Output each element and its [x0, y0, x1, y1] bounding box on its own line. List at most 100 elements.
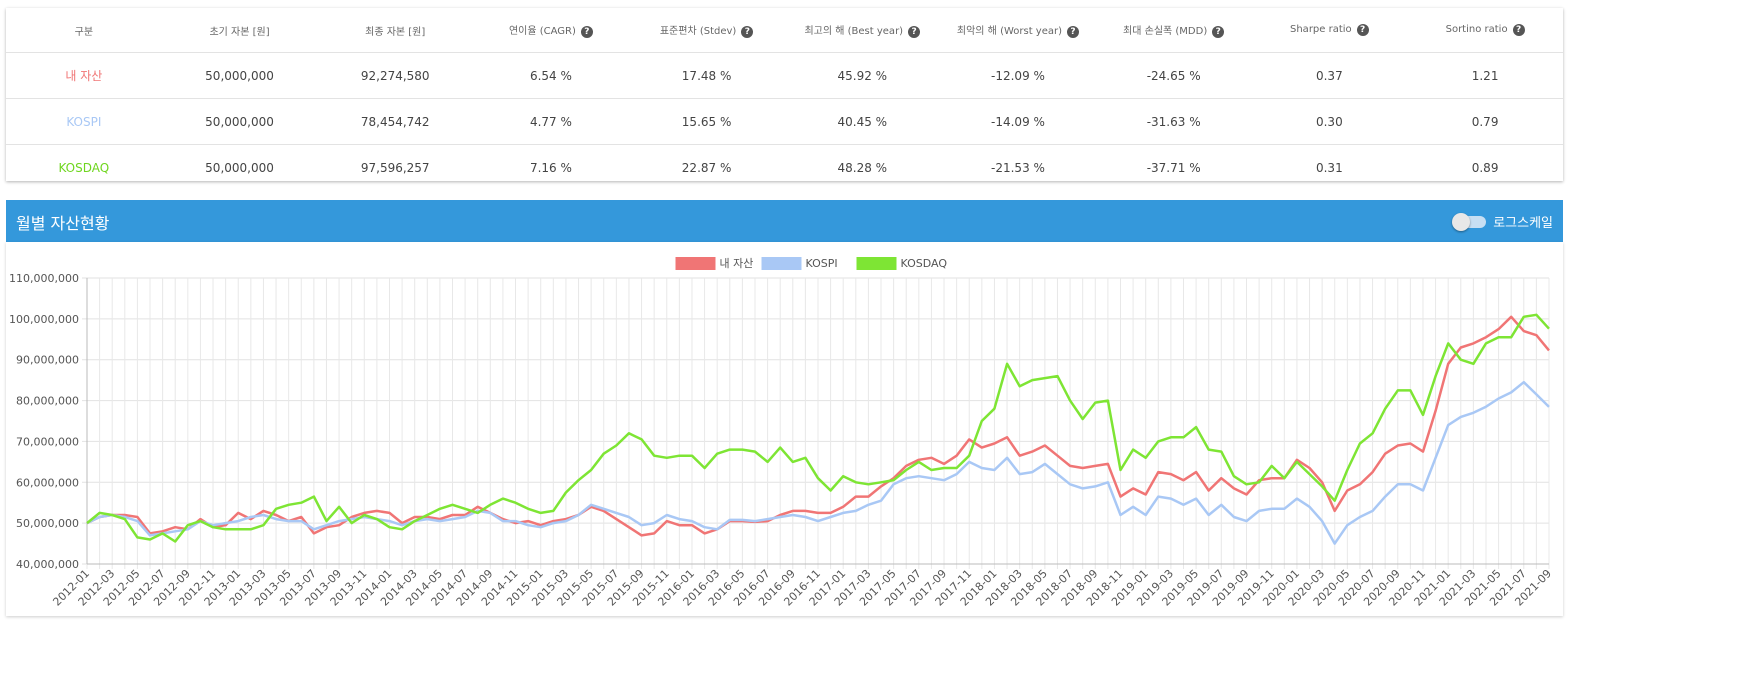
cell-text: 22.87 % — [681, 160, 732, 175]
header-cell: 최고의 해 (Best year)? — [784, 8, 940, 53]
chart: 40,000,000 50,000,000 60,000,000 70,000,000… — [9, 257, 1554, 609]
legend-label: 내 자산 — [720, 257, 754, 270]
cell: 50,000,000 — [161, 144, 318, 190]
table-row: KOSDAQ 50,000,000 97,596,257 7.16 % 22.87 % 4… — [6, 144, 1563, 190]
series-line — [86, 313, 1550, 543]
y-tick-label: 70,000,000 — [16, 435, 79, 448]
cell: -37.71 % — [1095, 144, 1252, 190]
cell: 7.16 % — [473, 144, 629, 190]
section-title: 월별 자산현황 — [16, 214, 110, 233]
row-label-text: KOSDAQ — [58, 160, 110, 175]
header-cell-text: 초기 자본 [원] — [209, 26, 270, 38]
help-icon[interactable]: ? — [1512, 24, 1525, 36]
cell: 40.45 % — [784, 98, 941, 145]
summary-card: 구분 초기 자본 [원] 최종 자본 [원] 연이율 (CAGR)? 표준편차 (Std… — [6, 8, 1563, 190]
cell-text: 40.45 % — [837, 114, 888, 129]
section-header: 월별 자산현황 로그스케일 — [6, 200, 1563, 242]
cell-text: 45.92 % — [837, 68, 888, 83]
legend-swatch — [675, 257, 716, 270]
header-cell: 구분 — [6, 8, 162, 53]
cell: 6.54 % — [473, 52, 629, 99]
cell-text: 7.16 % — [529, 160, 572, 175]
cell-text: 48.28 % — [837, 160, 888, 175]
cell-text: 4.77 % — [529, 114, 572, 129]
help-icon[interactable]: ? — [908, 26, 921, 38]
y-tick-label: 80,000,000 — [16, 395, 79, 408]
cell: 0.31 — [1251, 144, 1408, 190]
cell-text: 0.79 — [1471, 114, 1499, 129]
cell: 17.48 % — [628, 52, 785, 99]
cell: 78,454,742 — [317, 98, 474, 145]
legend-label: KOSPI — [806, 257, 838, 270]
cell: -31.63 % — [1095, 98, 1252, 145]
cell: 1.21 — [1407, 52, 1563, 99]
header-cell: 연이율 (CAGR)? — [473, 8, 629, 53]
cell-text: -37.71 % — [1146, 160, 1201, 175]
header-cell-text: 연이율 (CAGR) — [508, 26, 576, 37]
cell-text: 50,000,000 — [205, 160, 274, 175]
header-cell-text: 표준편차 (Stdev) — [659, 26, 737, 37]
help-icon[interactable]: ? — [1067, 26, 1080, 38]
header-cell: 최대 손실폭 (MDD)? — [1096, 8, 1252, 53]
cell: 92,274,580 — [317, 52, 474, 99]
cell: 45.92 % — [784, 52, 941, 99]
chart-panel: 40,000,000 50,000,000 60,000,000 70,000,000… — [6, 242, 1563, 616]
row-label-text: 내 자산 — [65, 69, 103, 83]
legend-swatch — [761, 257, 802, 270]
cell-text: -24.65 % — [1146, 68, 1201, 83]
toggle-track — [1452, 212, 1487, 231]
y-tick-label: 40,000,000 — [16, 558, 79, 571]
header-cell-text: 최고의 해 (Best year) — [804, 26, 904, 37]
help-icon[interactable]: ? — [1356, 24, 1369, 36]
header-cell-text: Sharpe ratio — [1290, 24, 1352, 35]
cell-text: 50,000,000 — [205, 114, 274, 129]
header-cell-text: 최대 손실폭 (MDD) — [1123, 26, 1208, 37]
help-icon[interactable]: ? — [580, 26, 593, 38]
log-scale-toggle[interactable]: 로그스케일 — [1452, 212, 1553, 231]
header-row: 구분 초기 자본 [원] 최종 자본 [원] 연이율 (CAGR)? 표준편차 (Std… — [6, 8, 1563, 53]
header-cell: 최종 자본 [원] — [317, 8, 473, 53]
cell: 50,000,000 — [161, 52, 318, 99]
table-row: 내 자산 50,000,000 92,274,580 6.54 % 17.48 % 45.… — [6, 52, 1563, 99]
cell: -24.65 % — [1095, 52, 1252, 99]
help-icon[interactable]: ? — [1212, 26, 1225, 38]
series-line — [86, 315, 1550, 537]
row-label: KOSPI — [6, 98, 162, 145]
toggle-knob — [1452, 212, 1471, 231]
cell-text: 97,596,257 — [360, 160, 430, 175]
header-cell-text: Sortino ratio — [1445, 24, 1508, 35]
cell: 0.30 — [1251, 98, 1408, 145]
table-row: KOSPI 50,000,000 78,454,742 4.77 % 15.65 % 40… — [6, 98, 1563, 145]
cell-text: -12.09 % — [991, 68, 1045, 83]
cell-text: -31.63 % — [1146, 114, 1201, 129]
cell: 0.89 — [1407, 144, 1563, 190]
cell-text: -21.53 % — [991, 160, 1045, 175]
cell-text: 0.89 — [1471, 160, 1499, 175]
cell: 4.77 % — [473, 98, 629, 145]
y-tick-label: 60,000,000 — [16, 476, 79, 489]
cell-text: 6.54 % — [529, 68, 572, 83]
cell: -21.53 % — [940, 144, 1096, 190]
row-label: KOSDAQ — [6, 144, 162, 190]
y-tick-label: 110,000,000 — [9, 272, 79, 285]
summary-table: 구분 초기 자본 [원] 최종 자본 [원] 연이율 (CAGR)? 표준편차 (Std… — [6, 8, 1563, 190]
cell: 97,596,257 — [317, 144, 474, 190]
cell-text: 15.65 % — [681, 114, 732, 129]
header-cell: 최악의 해 (Worst year)? — [940, 8, 1096, 53]
cell-text: 17.48 % — [681, 68, 732, 83]
help-icon[interactable]: ? — [741, 26, 754, 38]
toggle-label: 로그스케일 — [1493, 216, 1553, 231]
cell-text: 78,454,742 — [360, 114, 430, 129]
legend-label: KOSDAQ — [901, 257, 948, 270]
y-tick-label: 50,000,000 — [16, 517, 79, 530]
cell: 15.65 % — [628, 98, 785, 145]
cell: 48.28 % — [784, 144, 941, 190]
header-cell: Sortino ratio? — [1407, 8, 1563, 53]
series-line — [86, 380, 1550, 545]
header-cell: 표준편차 (Stdev)? — [629, 8, 785, 53]
header-cell: 초기 자본 [원] — [162, 8, 318, 53]
cell: 22.87 % — [628, 144, 785, 190]
y-tick-label: 90,000,000 — [16, 354, 79, 367]
header-cell-text: 최악의 해 (Worst year) — [956, 26, 1063, 37]
